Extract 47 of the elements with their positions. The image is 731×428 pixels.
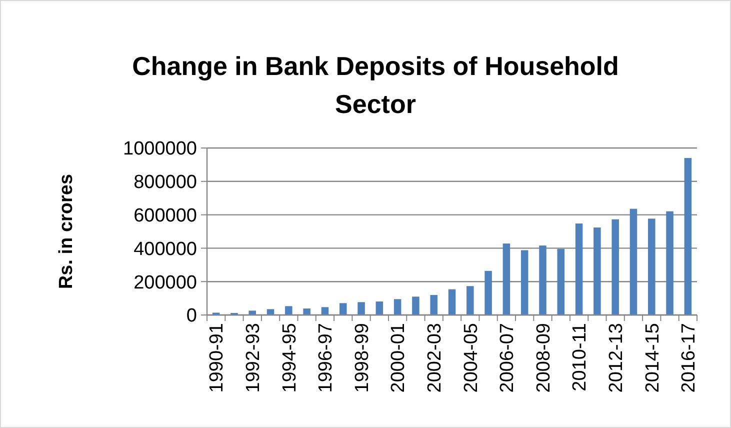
bar bbox=[394, 299, 402, 315]
x-tick-label: 2016-17 bbox=[678, 323, 700, 393]
bar bbox=[303, 308, 310, 315]
bar bbox=[430, 294, 438, 315]
bar bbox=[248, 310, 256, 315]
bar bbox=[539, 246, 546, 315]
x-tick-label: 1992-93 bbox=[243, 323, 264, 393]
x-tick-label: 1998-99 bbox=[352, 323, 373, 393]
y-tick-label: 0 bbox=[186, 306, 197, 327]
x-tick-label: 2000-01 bbox=[388, 323, 410, 393]
x-tick-label: 2002-03 bbox=[424, 323, 446, 393]
bar bbox=[648, 218, 656, 315]
y-tick-label: 800000 bbox=[134, 172, 197, 194]
bar bbox=[466, 286, 474, 315]
bar bbox=[575, 223, 583, 315]
bar bbox=[502, 244, 510, 315]
bar bbox=[285, 306, 292, 315]
bar bbox=[484, 270, 492, 315]
x-tick-label: 2004-05 bbox=[460, 323, 482, 393]
bar bbox=[684, 158, 692, 315]
x-tick-label: 2014-15 bbox=[642, 323, 664, 393]
bar bbox=[520, 250, 528, 315]
x-tick-label: 2006-07 bbox=[497, 323, 518, 393]
x-tick-label: 1990-91 bbox=[206, 323, 228, 393]
x-tick-label: 1994-95 bbox=[279, 323, 300, 393]
y-tick-label: 600000 bbox=[134, 205, 197, 226]
x-tick-label: 2010-11 bbox=[570, 323, 591, 392]
bar bbox=[358, 302, 365, 315]
bar bbox=[666, 211, 674, 315]
bar bbox=[376, 301, 384, 315]
chart-title: Change in Bank Deposits of Household Sector bbox=[132, 51, 619, 119]
bar bbox=[612, 219, 619, 315]
bar bbox=[448, 289, 456, 315]
x-tick-label: 1996-97 bbox=[316, 323, 337, 393]
bar bbox=[594, 227, 601, 315]
x-tick-label: 2012-13 bbox=[606, 323, 627, 393]
bar bbox=[557, 248, 565, 315]
y-tick-label: 200000 bbox=[134, 272, 197, 294]
y-axis-title: Rs. in crores bbox=[56, 174, 77, 290]
bar bbox=[630, 208, 638, 315]
x-tick-label: 2008-09 bbox=[533, 323, 554, 393]
bar bbox=[266, 309, 274, 315]
bar bbox=[321, 307, 329, 315]
bar bbox=[339, 303, 347, 315]
y-tick-label: 1000000 bbox=[123, 138, 197, 160]
y-tick-label: 400000 bbox=[134, 238, 197, 260]
bar bbox=[412, 296, 420, 315]
